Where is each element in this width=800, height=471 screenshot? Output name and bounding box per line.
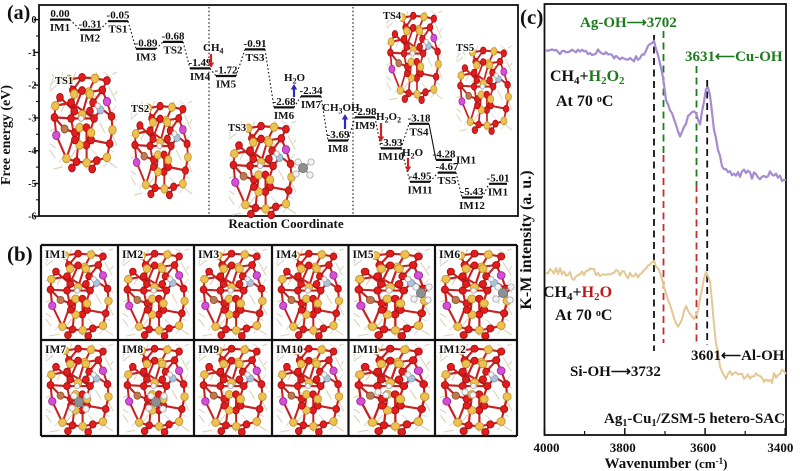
svg-text:IM11: IM11 (353, 344, 379, 356)
svg-text:-2: -2 (28, 81, 36, 92)
svg-text:(b): (b) (7, 242, 33, 266)
svg-text:-3.93: -3.93 (380, 137, 403, 149)
svg-text:CH3OH: CH3OH (322, 102, 360, 116)
svg-text:IM12: IM12 (439, 344, 466, 356)
svg-text:H2O: H2O (402, 147, 424, 161)
svg-text:TS3: TS3 (246, 52, 265, 64)
svg-text:Reaction Coordinate: Reaction Coordinate (228, 216, 343, 231)
svg-text:-3.69: -3.69 (327, 129, 350, 141)
svg-text:IM6: IM6 (439, 249, 460, 261)
svg-text:3600: 3600 (690, 440, 716, 455)
svg-text:TS5: TS5 (438, 175, 457, 187)
svg-text:0.00: 0.00 (50, 8, 70, 20)
svg-text:0: 0 (32, 15, 37, 26)
svg-text:IM1: IM1 (50, 22, 70, 34)
svg-text:IM10: IM10 (378, 151, 404, 163)
svg-text:-0.31: -0.31 (79, 18, 102, 30)
svg-text:IM12: IM12 (459, 200, 485, 212)
svg-text:TS4: TS4 (410, 126, 429, 138)
svg-text:3601⟵Al-OH: 3601⟵Al-OH (691, 348, 785, 364)
svg-text:IM3: IM3 (198, 249, 219, 261)
svg-text:-4: -4 (28, 146, 36, 157)
svg-text:-0.05: -0.05 (107, 10, 130, 22)
svg-text:Ag1-Cu1/ZSM-5 hetero-SAC: Ag1-Cu1/ZSM-5 hetero-SAC (604, 411, 785, 429)
svg-text:IM4: IM4 (190, 71, 211, 83)
svg-text:K-M intensity (a. u.): K-M intensity (a. u.) (518, 170, 535, 309)
svg-text:IM8: IM8 (328, 143, 349, 155)
svg-text:IM1: IM1 (45, 249, 66, 261)
svg-text:4000: 4000 (534, 440, 560, 455)
svg-text:IM5: IM5 (216, 79, 237, 91)
svg-text:-3: -3 (28, 113, 36, 124)
svg-text:Wavenumber (cm-1): Wavenumber (cm-1) (605, 456, 728, 471)
svg-text:IM9: IM9 (355, 120, 376, 132)
svg-text:-2.98: -2.98 (354, 106, 377, 118)
svg-text:3400: 3400 (767, 440, 793, 455)
svg-text:IM7: IM7 (301, 99, 322, 111)
svg-text:-0.91: -0.91 (244, 38, 267, 50)
svg-text:(a): (a) (7, 2, 30, 24)
svg-text:TS2: TS2 (131, 104, 149, 115)
svg-text:-4.67: -4.67 (436, 161, 459, 173)
svg-text:At 70 oC: At 70 oC (556, 93, 613, 110)
svg-text:-3.18: -3.18 (408, 112, 431, 124)
svg-text:IM2: IM2 (80, 32, 101, 44)
svg-text:IM8: IM8 (122, 344, 143, 356)
svg-text:Si-OH⟶3732: Si-OH⟶3732 (570, 364, 661, 380)
svg-text:-1.49: -1.49 (189, 57, 212, 69)
svg-text:H2O: H2O (284, 72, 306, 86)
svg-text:TS1: TS1 (109, 24, 128, 36)
svg-text:(c): (c) (520, 5, 543, 29)
svg-text:-5.43: -5.43 (461, 186, 484, 198)
svg-text:TS1: TS1 (55, 76, 73, 87)
svg-text:IM3: IM3 (136, 51, 157, 63)
svg-text:IM1: IM1 (456, 154, 476, 166)
svg-text:IM7: IM7 (45, 344, 66, 356)
svg-text:CH4+H2O2: CH4+H2O2 (550, 68, 625, 87)
svg-text:H2O2: H2O2 (376, 111, 401, 125)
svg-text:-0.89: -0.89 (135, 37, 158, 49)
svg-text:Free energy (eV): Free energy (eV) (0, 85, 14, 185)
svg-text:CH4: CH4 (203, 42, 224, 56)
svg-text:TS3: TS3 (228, 123, 246, 134)
svg-text:-2.34: -2.34 (300, 85, 323, 97)
svg-text:At 70 oC: At 70 oC (555, 307, 612, 324)
svg-text:-4.28: -4.28 (433, 148, 456, 160)
svg-text:TS2: TS2 (164, 44, 183, 56)
svg-text:3800: 3800 (610, 440, 636, 455)
svg-text:IM10: IM10 (276, 344, 303, 356)
svg-text:-1: -1 (28, 48, 36, 59)
svg-text:IM5: IM5 (353, 249, 374, 261)
svg-text:-2.68: -2.68 (273, 96, 296, 108)
svg-text:Ag-OH⟶3702: Ag-OH⟶3702 (580, 15, 677, 31)
svg-text:-4.95: -4.95 (409, 170, 432, 182)
svg-text:IM11: IM11 (407, 184, 432, 196)
svg-text:IM2: IM2 (122, 249, 143, 261)
svg-text:IM9: IM9 (198, 344, 219, 356)
svg-text:TS4: TS4 (383, 11, 402, 22)
svg-text:-1.72: -1.72 (215, 65, 238, 77)
svg-text:IM4: IM4 (276, 249, 297, 261)
svg-text:IM1: IM1 (488, 186, 508, 198)
svg-text:IM6: IM6 (274, 110, 295, 122)
svg-text:-0.68: -0.68 (162, 30, 185, 42)
svg-text:3631⟵Cu-OH: 3631⟵Cu-OH (685, 49, 783, 65)
svg-text:-5: -5 (28, 179, 36, 190)
svg-text:-6: -6 (28, 212, 36, 223)
svg-text:TS5: TS5 (456, 43, 474, 54)
svg-text:CH4+H2O: CH4+H2O (543, 284, 612, 303)
svg-text:-5.01: -5.01 (487, 172, 510, 184)
